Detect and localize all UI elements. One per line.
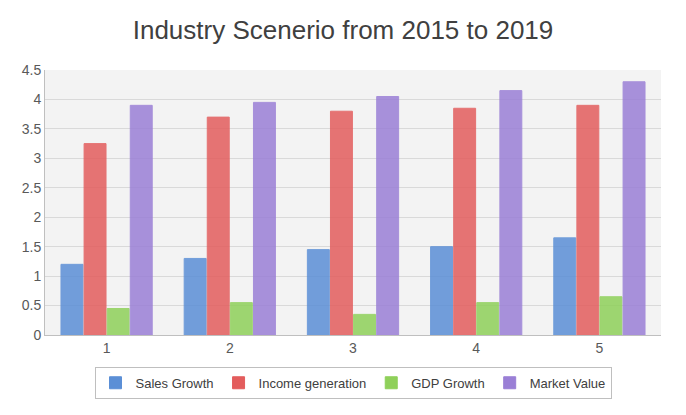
svg-text:Industry Scenerio from 2015 to: Industry Scenerio from 2015 to 2019 (133, 15, 554, 45)
svg-text:4.5: 4.5 (22, 62, 42, 78)
svg-text:0: 0 (33, 327, 41, 343)
svg-text:1: 1 (33, 268, 41, 284)
svg-text:3: 3 (33, 150, 41, 166)
svg-text:5: 5 (596, 340, 604, 356)
svg-text:4: 4 (33, 91, 41, 107)
svg-text:Income generation: Income generation (259, 376, 367, 391)
svg-text:2: 2 (33, 209, 41, 225)
svg-text:GDP Growth: GDP Growth (411, 376, 484, 391)
svg-text:Sales Growth: Sales Growth (136, 376, 214, 391)
svg-text:1.5: 1.5 (22, 239, 42, 255)
svg-text:0.5: 0.5 (22, 297, 42, 313)
svg-text:Market Value: Market Value (530, 376, 606, 391)
svg-text:1: 1 (103, 340, 111, 356)
svg-text:3: 3 (349, 340, 357, 356)
svg-text:2: 2 (226, 340, 234, 356)
svg-text:2.5: 2.5 (22, 180, 42, 196)
svg-text:3.5: 3.5 (22, 121, 42, 137)
svg-text:4: 4 (472, 340, 480, 356)
